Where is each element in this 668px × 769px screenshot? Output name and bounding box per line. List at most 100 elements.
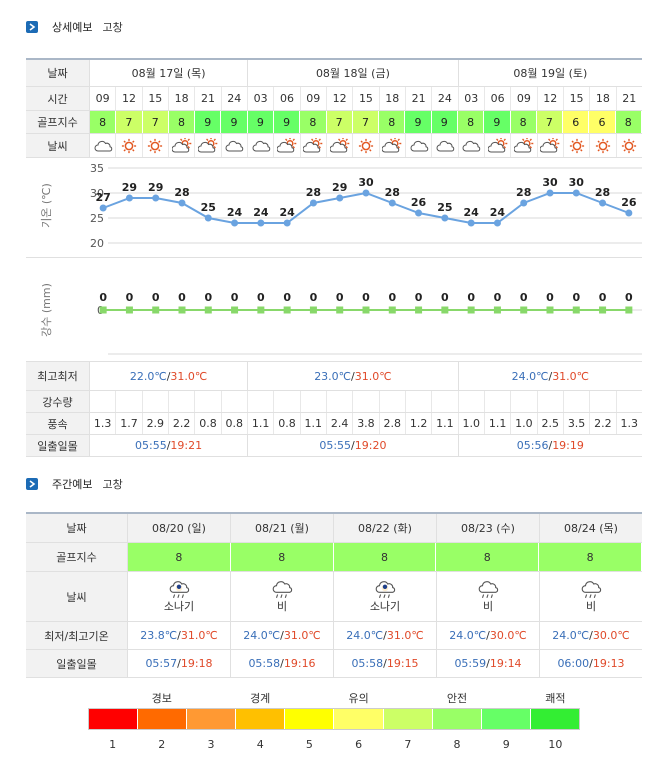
precipitation-label: 0: [599, 291, 607, 304]
weekly-sun-row: 일출일몰 05:57/19:18 05:58/19:16 05:58/19:15 05…: [26, 650, 642, 678]
row-label: 날씨: [26, 572, 128, 621]
wind-cell: 1.0: [459, 413, 485, 434]
rain-amount-cell: [590, 391, 617, 412]
rain-row: 강수량: [26, 391, 642, 413]
weather-text: 비: [585, 599, 597, 613]
weekly-minmax-cell: 23.8℃/31.0℃: [128, 622, 231, 649]
temperature-label: 29: [122, 181, 137, 194]
legend-number: 10: [548, 738, 563, 751]
wind-cell: 1.1: [485, 413, 512, 434]
temperature-point: [388, 199, 396, 207]
weekly-weather-cell: 소나기: [334, 572, 437, 621]
temperature-label: 24: [463, 206, 479, 219]
golf-index-cell: 9: [484, 111, 511, 133]
weather-cell: [406, 134, 433, 157]
weekly-date-cell: 08/21 (월): [231, 514, 334, 542]
time-cell: 12: [327, 87, 354, 110]
weekly-date-cell: 08/20 (일): [128, 514, 231, 542]
row-label: 풍속: [26, 413, 90, 434]
separator: /: [548, 369, 553, 383]
partly-cloudy-icon: [513, 137, 534, 152]
time-cell: 18: [590, 87, 617, 110]
precipitation-point: [178, 306, 186, 314]
rain-icon: [478, 580, 499, 598]
precipitation-label: 0: [283, 291, 291, 304]
rain-amount-cell: [511, 391, 538, 412]
separator: /: [177, 657, 181, 670]
precipitation-label: 0: [362, 291, 370, 304]
sunset-time: 19:19: [552, 439, 584, 452]
separator: /: [351, 439, 355, 452]
min-temp: 23.0℃: [314, 369, 352, 383]
cloud-icon: [252, 140, 270, 151]
legend-category-label: 쾌적: [545, 692, 566, 705]
weekly-forecast-header: 주간예보 고창: [26, 476, 123, 492]
min-temp: 22.0℃: [129, 369, 167, 383]
legend-number: 1: [109, 738, 117, 751]
partly-cloudy-icon: [329, 137, 349, 152]
day-header: 08월 19일 (토): [513, 67, 588, 80]
weather-row: 날씨: [26, 134, 642, 158]
temperature-label: 24: [253, 206, 269, 219]
weather-text: 비: [482, 599, 494, 613]
separator: /: [486, 657, 490, 670]
legend-number: 5: [305, 738, 313, 751]
row-label: 날짜: [26, 514, 128, 542]
partly-cloudy-icon: [276, 137, 297, 152]
separator: /: [548, 439, 553, 452]
temperature-point: [336, 194, 344, 202]
weekly-sun-cell: 05:57/19:18: [128, 650, 231, 677]
sunrise-time: 05:58: [351, 657, 384, 670]
section-title: 주간예보: [52, 478, 93, 491]
sunset-time: 19:20: [354, 439, 387, 452]
time-cell: 06: [485, 87, 512, 110]
precipitation-label: 0: [467, 291, 475, 304]
weather-cell: [432, 134, 459, 157]
weekly-sun-cell: 05:58/19:16: [231, 650, 334, 677]
wind-cell: 1.1: [432, 413, 459, 434]
temperature-point: [204, 214, 212, 222]
section-title: 상세예보: [52, 21, 93, 34]
precipitation-point: [415, 306, 423, 314]
min-temp: 23.8℃: [140, 629, 178, 642]
min-temp: 24.0℃: [449, 629, 487, 642]
temperature-label: 25: [437, 201, 452, 214]
rain-amount-cell: [143, 391, 169, 412]
weather-text: 소나기: [369, 599, 401, 613]
weather-cell: [353, 134, 380, 157]
sunrise-time: 05:55: [135, 439, 167, 452]
precipitation-label: 0: [572, 291, 580, 304]
precipitation-point: [257, 306, 265, 314]
partly-cloudy-icon: [197, 137, 218, 152]
row-label: 골프지수: [26, 111, 90, 133]
legend-category-label: 경계: [250, 692, 271, 705]
weekly-minmax-cell: 24.0℃/31.0℃: [334, 622, 437, 649]
partly-cloudy-icon: [540, 137, 560, 152]
weekly-date-cell: 08/23 (수): [437, 514, 540, 542]
wind-cell: 2.4: [327, 413, 354, 434]
minmax-cell: 22.0℃/31.0℃: [90, 362, 249, 390]
sunset-time: 19:16: [283, 657, 316, 670]
wind-row: 풍속 1.3 1.7 2.9 2.2 0.8 0.8 1.1 0.8 1.1 2.4 3.8 2.8 1…: [26, 413, 642, 435]
separator: /: [280, 629, 284, 642]
precipitation-point: [125, 306, 133, 314]
weekly-minmax-cell: 24.0℃/30.0℃: [437, 622, 540, 649]
time-cell: 09: [511, 87, 538, 110]
min-temp: 24.0℃: [552, 629, 590, 642]
detail-forecast-header: 상세예보 고창: [26, 19, 123, 35]
sunrise-time: 06:00: [557, 657, 590, 670]
wind-cell: 0.8: [195, 413, 222, 434]
time-cell: 15: [564, 87, 591, 110]
legend-swatch: [285, 709, 335, 729]
weekly-weather-cell: 비: [231, 572, 334, 621]
y-tick-label: 25: [90, 212, 104, 225]
legend-swatch: [481, 709, 531, 729]
weekly-weather-cell: 비: [540, 572, 642, 621]
precipitation-point: [546, 306, 554, 314]
temperature-point: [178, 199, 186, 207]
wind-cell: 1.1: [301, 413, 327, 434]
row-label: 강수량: [26, 391, 90, 412]
temperature-point: [572, 189, 580, 197]
temperature-point: [493, 219, 501, 227]
